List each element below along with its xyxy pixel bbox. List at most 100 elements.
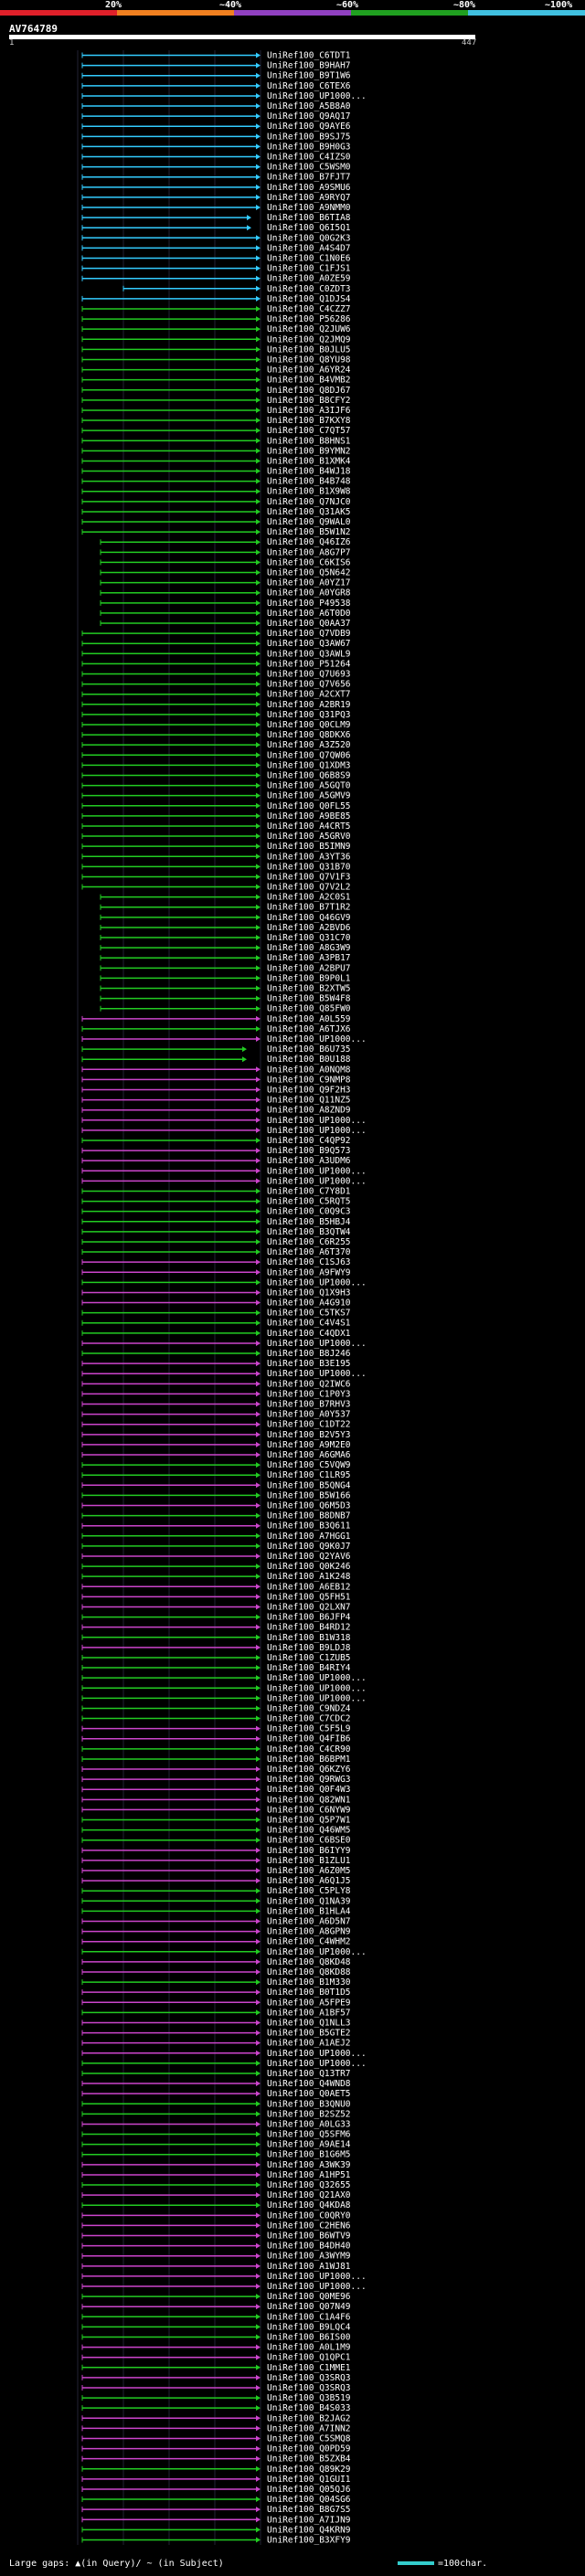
hit-label[interactable]: UniRef100_C4V4S1 [267, 1319, 351, 1329]
hit-label[interactable]: UniRef100_UP1000... [267, 2272, 367, 2282]
hit-label[interactable]: UniRef100_A8ZND9 [267, 1106, 351, 1116]
hit-label[interactable]: UniRef100_C4CZZ7 [267, 304, 351, 314]
hit-label[interactable]: UniRef100_Q0K246 [267, 1562, 351, 1572]
hit-label[interactable]: UniRef100_B4VMB2 [267, 376, 351, 386]
hit-label[interactable]: UniRef100_Q5SFM6 [267, 2130, 351, 2140]
hit-label[interactable]: UniRef100_A9RYQ7 [267, 193, 351, 203]
hit-label[interactable]: UniRef100_B2JAG2 [267, 2413, 351, 2423]
hit-label[interactable]: UniRef100_B9YMN2 [267, 446, 351, 456]
hit-label[interactable]: UniRef100_C1MME1 [267, 2363, 351, 2373]
hit-label[interactable]: UniRef100_B1ZLU1 [267, 1856, 351, 1866]
hit-label[interactable]: UniRef100_B9H0G3 [267, 142, 351, 152]
hit-label[interactable]: UniRef100_A3WYM9 [267, 2252, 351, 2262]
hit-label[interactable]: UniRef100_Q11NZ5 [267, 1096, 351, 1106]
hit-label[interactable]: UniRef100_A7IJN9 [267, 2515, 351, 2525]
hit-label[interactable]: UniRef100_Q3AW67 [267, 639, 351, 649]
hit-label[interactable]: UniRef100_A7HGG1 [267, 1532, 351, 1542]
hit-label[interactable]: UniRef100_A6TJX6 [267, 1024, 351, 1034]
hit-label[interactable]: UniRef100_C0ZDT3 [267, 284, 351, 294]
hit-label[interactable]: UniRef100_Q6B8S9 [267, 770, 351, 780]
hit-label[interactable]: UniRef100_C1LR95 [267, 1470, 351, 1480]
hit-label[interactable]: UniRef100_A0LG33 [267, 2119, 351, 2129]
hit-label[interactable]: UniRef100_B6JFP4 [267, 1613, 351, 1623]
hit-label[interactable]: UniRef100_B8CFY2 [267, 396, 351, 406]
hit-label[interactable]: UniRef100_P49538 [267, 599, 351, 609]
hit-label[interactable]: UniRef100_UP1000... [267, 1166, 367, 1176]
hit-label[interactable]: UniRef100_B1G6M5 [267, 2150, 351, 2160]
hit-label[interactable]: UniRef100_A5B8A0 [267, 101, 351, 111]
hit-label[interactable]: UniRef100_A0NQM8 [267, 1065, 351, 1075]
hit-label[interactable]: UniRef100_B9Q573 [267, 1146, 351, 1156]
hit-label[interactable]: UniRef100_A9NMM0 [267, 203, 351, 213]
hit-label[interactable]: UniRef100_B7T1R2 [267, 903, 351, 913]
hit-label[interactable]: UniRef100_A0L1M9 [267, 2343, 351, 2353]
hit-label[interactable]: UniRef100_B9LQC4 [267, 2322, 351, 2332]
hit-label[interactable]: UniRef100_Q1NA39 [267, 1896, 351, 1906]
hit-label[interactable]: UniRef100_B5IMN9 [267, 842, 351, 852]
hit-label[interactable]: UniRef100_A5GQT0 [267, 781, 351, 791]
hit-label[interactable]: UniRef100_Q8DJ67 [267, 386, 351, 396]
hit-label[interactable]: UniRef100_C6TEX6 [267, 81, 351, 91]
hit-label[interactable]: UniRef100_C0QRY0 [267, 2210, 351, 2221]
hit-label[interactable]: UniRef100_C5WSM0 [267, 163, 351, 173]
hit-label[interactable]: UniRef100_Q7NJC0 [267, 497, 351, 507]
hit-label[interactable]: UniRef100_C1P0Y3 [267, 1389, 351, 1399]
hit-label[interactable]: UniRef100_C9NMP8 [267, 1075, 351, 1085]
hit-label[interactable]: UniRef100_B9HAH7 [267, 61, 351, 71]
hit-label[interactable]: UniRef100_B9LDJ8 [267, 1643, 351, 1653]
hit-label[interactable]: UniRef100_Q2JUW6 [267, 324, 351, 334]
hit-label[interactable]: UniRef100_A9AE14 [267, 2140, 351, 2150]
hit-label[interactable]: UniRef100_Q31C70 [267, 933, 351, 943]
hit-label[interactable]: UniRef100_B4WJ18 [267, 467, 351, 477]
hit-label[interactable]: UniRef100_A0L559 [267, 1014, 351, 1024]
hit-label[interactable]: UniRef100_Q2IWC6 [267, 1379, 351, 1389]
hit-label[interactable]: UniRef100_B3QNU0 [267, 2099, 351, 2109]
hit-label[interactable]: UniRef100_UP1000... [267, 1126, 367, 1136]
hit-label[interactable]: UniRef100_B8G7S5 [267, 2505, 351, 2515]
hit-label[interactable]: UniRef100_Q04SG6 [267, 2495, 351, 2505]
hit-label[interactable]: UniRef100_B6IYY9 [267, 1846, 351, 1856]
hit-label[interactable]: UniRef100_B7RHV3 [267, 1400, 351, 1410]
hit-label[interactable]: UniRef100_Q9WAL0 [267, 517, 351, 527]
hit-label[interactable]: UniRef100_Q0ME96 [267, 2292, 351, 2302]
hit-label[interactable]: UniRef100_A3YT36 [267, 852, 351, 862]
hit-label[interactable]: UniRef100_A4S4D7 [267, 243, 351, 253]
hit-label[interactable]: UniRef100_Q82WN1 [267, 1795, 351, 1805]
hit-label[interactable]: UniRef100_P56286 [267, 314, 351, 324]
hit-label[interactable]: UniRef100_Q5FH51 [267, 1592, 351, 1602]
hit-label[interactable]: UniRef100_Q9AQ17 [267, 111, 351, 122]
hit-label[interactable]: UniRef100_C5PLY8 [267, 1886, 351, 1896]
hit-label[interactable]: UniRef100_C1N0E6 [267, 254, 351, 264]
hit-label[interactable]: UniRef100_Q9K0J7 [267, 1542, 351, 1552]
hit-label[interactable]: UniRef100_A9BE85 [267, 811, 351, 822]
hit-label[interactable]: UniRef100_Q31PQ3 [267, 710, 351, 720]
hit-label[interactable]: UniRef100_Q31AK5 [267, 507, 351, 517]
hit-label[interactable]: UniRef100_B1XMK4 [267, 456, 351, 466]
hit-label[interactable]: UniRef100_A2C0S1 [267, 893, 351, 903]
hit-label[interactable]: UniRef100_B1HLA4 [267, 1906, 351, 1916]
hit-label[interactable]: UniRef100_A6Q1J5 [267, 1876, 351, 1886]
hit-label[interactable]: UniRef100_A2CXT7 [267, 690, 351, 700]
hit-label[interactable]: UniRef100_B1W318 [267, 1633, 351, 1643]
hit-label[interactable]: UniRef100_C5SMQ8 [267, 2433, 351, 2443]
hit-label[interactable]: UniRef100_B8DNB7 [267, 1511, 351, 1521]
hit-label[interactable]: UniRef100_C6R255 [267, 1237, 351, 1247]
hit-label[interactable]: UniRef100_Q7V2L2 [267, 883, 351, 893]
hit-label[interactable]: UniRef100_A6D5N7 [267, 1917, 351, 1927]
hit-label[interactable]: UniRef100_UP1000... [267, 1693, 367, 1703]
hit-label[interactable]: UniRef100_Q0AA37 [267, 619, 351, 629]
hit-label[interactable]: UniRef100_UP1000... [267, 1369, 367, 1379]
hit-label[interactable]: UniRef100_Q8DKX6 [267, 730, 351, 740]
hit-label[interactable]: UniRef100_C1FJS1 [267, 264, 351, 274]
hit-label[interactable]: UniRef100_B6IS00 [267, 2333, 351, 2343]
hit-label[interactable]: UniRef100_C6KIS6 [267, 557, 351, 567]
hit-label[interactable]: UniRef100_C1DT22 [267, 1420, 351, 1430]
hit-label[interactable]: UniRef100_C6TDT1 [267, 51, 351, 61]
hit-label[interactable]: UniRef100_P51264 [267, 659, 351, 669]
hit-label[interactable]: UniRef100_Q2LXN7 [267, 1602, 351, 1612]
hit-label[interactable]: UniRef100_B6BPM1 [267, 1754, 351, 1765]
hit-label[interactable]: UniRef100_Q7V656 [267, 680, 351, 690]
hit-label[interactable]: UniRef100_C7Y8D1 [267, 1186, 351, 1196]
hit-label[interactable]: UniRef100_B3E195 [267, 1359, 351, 1369]
hit-label[interactable]: UniRef100_C6NYW9 [267, 1805, 351, 1815]
